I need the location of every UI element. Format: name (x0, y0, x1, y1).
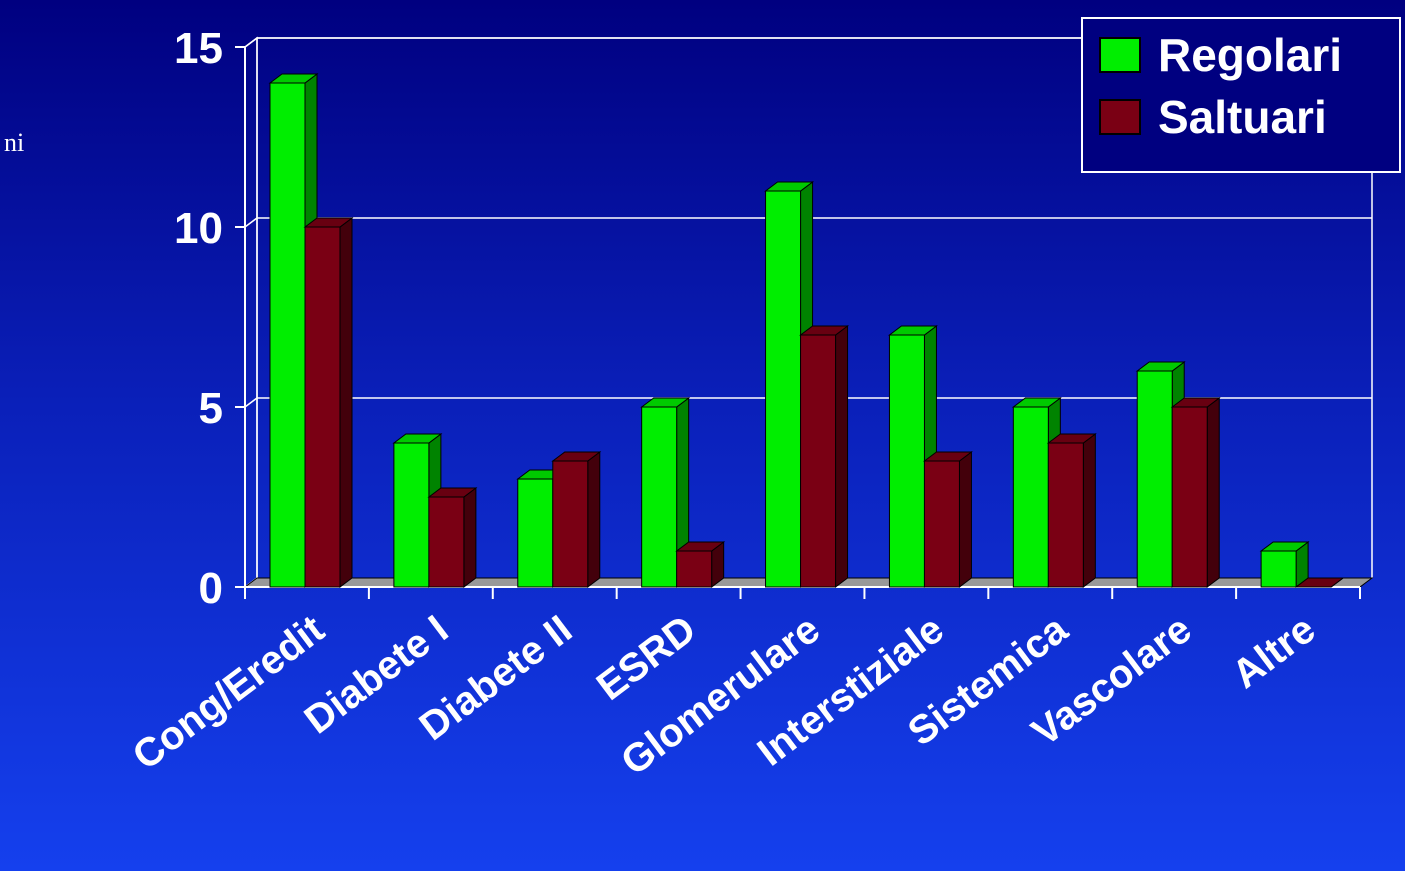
bar-side (339, 217, 353, 588)
bar-regolari-esrd (640, 397, 691, 588)
bar-saltuari-vascolare (1170, 397, 1221, 588)
bar-front (428, 496, 465, 588)
legend-label-saltuari: Saltuari (1158, 91, 1327, 143)
bar-front (676, 550, 713, 588)
bar-front (888, 334, 925, 588)
bar-saltuari-diabete-ii (551, 451, 602, 588)
bar-front (1012, 406, 1049, 588)
bar-front (1136, 370, 1173, 588)
bar-side (835, 325, 849, 588)
left-wall-outline (244, 36, 258, 589)
bar-front (1047, 442, 1084, 588)
bar-saltuari-sistemica (1046, 433, 1097, 588)
y-tick-label: 5 (199, 384, 223, 433)
gridline-slant (244, 217, 258, 228)
bar-front (765, 190, 802, 588)
bar-saltuari-glomerulare (799, 325, 850, 588)
bar-saltuari-cong-eredit (303, 217, 354, 588)
side-text-fragment: ni (4, 128, 25, 157)
bar-side (958, 451, 972, 588)
bar-side (587, 451, 601, 588)
bar-front (923, 460, 960, 588)
bar-side (463, 487, 477, 588)
gridline-slant (244, 37, 258, 48)
y-tick-label: 15 (174, 24, 223, 73)
bar-saltuari-interstiziale (922, 451, 973, 588)
bar-front (517, 478, 554, 588)
legend-swatch-saltuari (1099, 99, 1141, 135)
y-tick-label: 10 (174, 204, 223, 253)
bar-front (1171, 406, 1208, 588)
bar-saltuari-diabete-i (427, 487, 478, 588)
bar-saltuari-esrd (675, 541, 726, 588)
bar-front (552, 460, 589, 588)
legend-swatch-regolari (1099, 37, 1141, 73)
bar-front (800, 334, 837, 588)
bars (268, 73, 1345, 588)
y-axis-ticks: 0 5 10 15 (174, 24, 246, 613)
bar-side (1206, 397, 1220, 588)
legend: Regolari Saltuari (1081, 17, 1401, 173)
bar-front (269, 82, 306, 588)
bar-front (304, 226, 341, 588)
bar-front (393, 442, 430, 588)
x-axis-ticks (244, 586, 1361, 599)
bar-side (1082, 433, 1096, 588)
y-tick-label: 0 (199, 564, 223, 613)
category-label-altre: Altre (1224, 607, 1323, 697)
bar-regolari-glomerulare (764, 181, 815, 588)
bar-front (641, 406, 678, 588)
bar-regolari-altre (1259, 541, 1310, 588)
bar-top (1294, 577, 1345, 588)
bar-saltuari-altre (1294, 577, 1345, 588)
gridline-slant (244, 397, 258, 408)
category-label-cong-eredit: Cong/Eredit (125, 607, 333, 779)
bar-front (1260, 550, 1297, 588)
legend-label-regolari: Regolari (1158, 29, 1342, 81)
